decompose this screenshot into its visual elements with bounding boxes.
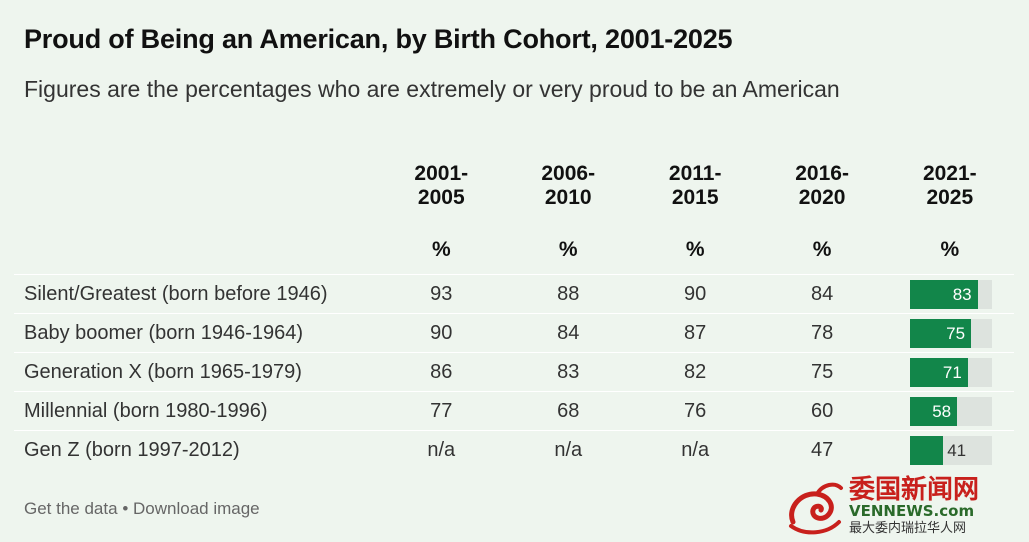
value-cell: 87 [631, 313, 759, 353]
chart-subtitle: Figures are the percentages who are extr… [24, 76, 840, 102]
dragon-icon [789, 482, 843, 535]
unit-label: % [758, 226, 886, 275]
bar-value-label: 58 [932, 401, 952, 421]
cohort-label: Generation X (born 1965-1979) [14, 352, 378, 392]
table-row: Generation X (born 1965-1979) 86 83 82 7… [14, 352, 1014, 392]
bar-track: 41 [909, 435, 992, 465]
cohort-label: Millennial (born 1980-1996) [14, 391, 378, 431]
bar-track: 58 [909, 396, 992, 426]
unit-label: % [504, 226, 632, 275]
value-cell: 78 [758, 313, 886, 353]
value-cell: 84 [504, 313, 632, 353]
value-cell: 86 [377, 352, 505, 392]
header-2021-2025: 2021- 2025 [922, 162, 977, 209]
header-2011-2015: 2011- 2015 [668, 162, 722, 209]
value-cell: 76 [631, 391, 759, 431]
header-2001-2005: 2001- 2005 [414, 162, 469, 209]
table-row: Millennial (born 1980-1996) 77 68 76 60 … [14, 391, 1014, 431]
value-cell: 90 [631, 274, 759, 314]
footer-links: Get the data • Download image [24, 499, 260, 519]
watermark-tagline: 最大委内瑞拉华人网 [849, 520, 966, 536]
cohort-label: Gen Z (born 1997-2012) [14, 430, 378, 469]
value-cell: 93 [377, 274, 505, 314]
table-row: Baby boomer (born 1946-1964) 90 84 87 78… [14, 313, 1014, 353]
value-cell: 90 [377, 313, 505, 353]
table-row: Gen Z (born 1997-2012) n/a n/a n/a 47 41 [14, 430, 1014, 469]
cohort-label: Silent/Greatest (born before 1946) [14, 274, 378, 314]
bar-track: 71 [909, 357, 992, 387]
header-2006-2010: 2006- 2010 [541, 162, 596, 209]
watermark-site: VENNEWS.com [849, 502, 974, 520]
value-cell: 77 [377, 391, 505, 431]
value-cell: 83 [504, 352, 632, 392]
get-data-link[interactable]: Get the data [24, 499, 118, 518]
footer-separator: • [122, 499, 129, 518]
value-cell: 82 [631, 352, 759, 392]
value-cell: n/a [377, 430, 505, 469]
value-cell: n/a [504, 430, 632, 469]
header-blank [14, 162, 378, 226]
watermark-logo: 委国新闻网 VENNEWS.com 最大委内瑞拉华人网 [789, 474, 979, 536]
download-image-link[interactable]: Download image [133, 499, 260, 518]
bar [909, 279, 978, 309]
value-cell: 47 [758, 430, 886, 469]
bar-value-label: 41 [947, 440, 967, 460]
bar [909, 396, 958, 426]
unit-label: % [885, 226, 1014, 275]
chart-title: Proud of Being an American, by Birth Coh… [24, 24, 733, 54]
value-cell: n/a [631, 430, 759, 469]
bar-track: 83 [909, 279, 992, 309]
unit-label: % [631, 226, 759, 275]
header-years-row: 2001- 2005 2006- 2010 2011- 2015 2016- 2020 … [14, 162, 1014, 226]
bar-track: 75 [909, 318, 992, 348]
bar-value-label: 75 [946, 323, 966, 343]
value-cell: 75 [758, 352, 886, 392]
header-2016-2020: 2016- 2020 [795, 162, 849, 209]
header-units-row: % % % % % [14, 226, 1014, 275]
bar [909, 435, 944, 465]
value-cell: 68 [504, 391, 632, 431]
value-cell: 88 [504, 274, 632, 314]
table-row: Silent/Greatest (born before 1946) 93 88… [14, 274, 1014, 314]
bar [909, 318, 972, 348]
data-table: 2001- 2005 2006- 2010 2011- 2015 2016- 2020 … [14, 162, 1014, 469]
unit-label: % [377, 226, 505, 275]
bar [909, 357, 968, 387]
bar-value-label: 71 [942, 362, 962, 382]
watermark-brand: 委国新闻网 [849, 474, 979, 505]
value-cell: 84 [758, 274, 886, 314]
bar-value-label: 83 [952, 284, 972, 304]
cohort-label: Baby boomer (born 1946-1964) [14, 313, 378, 353]
value-cell: 60 [758, 391, 886, 431]
